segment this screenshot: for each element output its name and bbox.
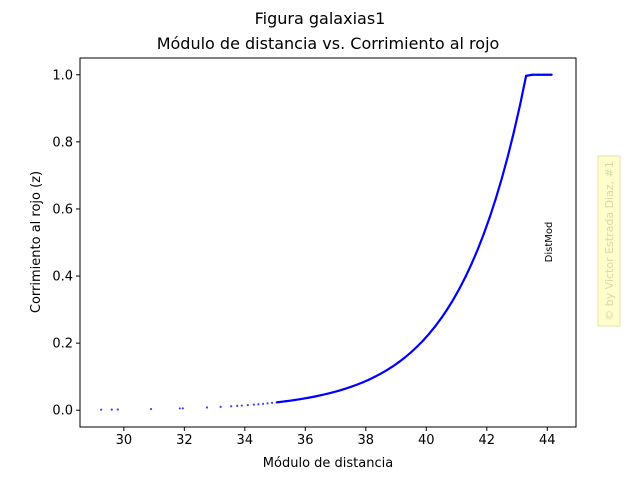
x-tick-label: 42 xyxy=(479,433,496,448)
y-axis-label: Corrimiento al rojo (z) xyxy=(29,171,44,313)
data-point xyxy=(205,406,209,409)
data-point xyxy=(230,405,233,408)
data-point xyxy=(116,408,119,411)
data-point xyxy=(246,404,249,407)
chart-title: Módulo de distancia vs. Corrimiento al r… xyxy=(157,34,500,53)
x-tick-label: 40 xyxy=(418,433,435,448)
y-tick-label: 1.0 xyxy=(52,68,73,83)
plot-frame xyxy=(79,57,577,428)
watermark-box xyxy=(597,155,621,327)
data-point xyxy=(257,403,260,406)
data-point xyxy=(110,408,113,411)
x-tick-label: 44 xyxy=(539,433,556,448)
y-tick-label: 0.2 xyxy=(52,337,73,352)
data-point xyxy=(266,402,269,405)
y-tick-label: 0.6 xyxy=(52,202,73,217)
data-point xyxy=(240,404,243,407)
x-axis-ticks: 30 32 34 36 38 40 42 44 xyxy=(116,427,556,448)
y-tick-label: 0.0 xyxy=(52,404,73,419)
x-tick-label: 32 xyxy=(176,433,193,448)
data-point xyxy=(270,401,274,404)
watermark-text: © by Victor Estrada Diaz, #1 xyxy=(603,161,616,321)
x-tick-label: 36 xyxy=(297,433,314,448)
y-tick-label: 0.4 xyxy=(52,270,73,285)
y-tick-label: 0.8 xyxy=(52,135,73,150)
data-point xyxy=(100,408,103,411)
x-tick-label: 30 xyxy=(116,433,133,448)
data-point xyxy=(181,407,184,410)
data-points xyxy=(100,73,553,411)
x-tick-label: 34 xyxy=(237,433,254,448)
data-point xyxy=(261,402,265,405)
y-axis-ticks: 0.0 0.2 0.4 0.6 0.8 1.0 xyxy=(52,68,80,419)
data-point xyxy=(252,403,255,406)
watermark: © by Victor Estrada Diaz, #1 xyxy=(597,155,621,327)
x-axis-label: Módulo de distancia xyxy=(263,456,393,471)
data-point-band xyxy=(276,73,552,404)
x-tick-label: 38 xyxy=(358,433,375,448)
distmod-annotation: DistMod xyxy=(544,222,555,263)
data-point xyxy=(219,405,222,408)
data-point xyxy=(178,407,181,410)
chart-suptitle: Figura galaxias1 xyxy=(255,9,386,28)
data-point xyxy=(149,407,153,411)
data-point xyxy=(236,404,239,407)
